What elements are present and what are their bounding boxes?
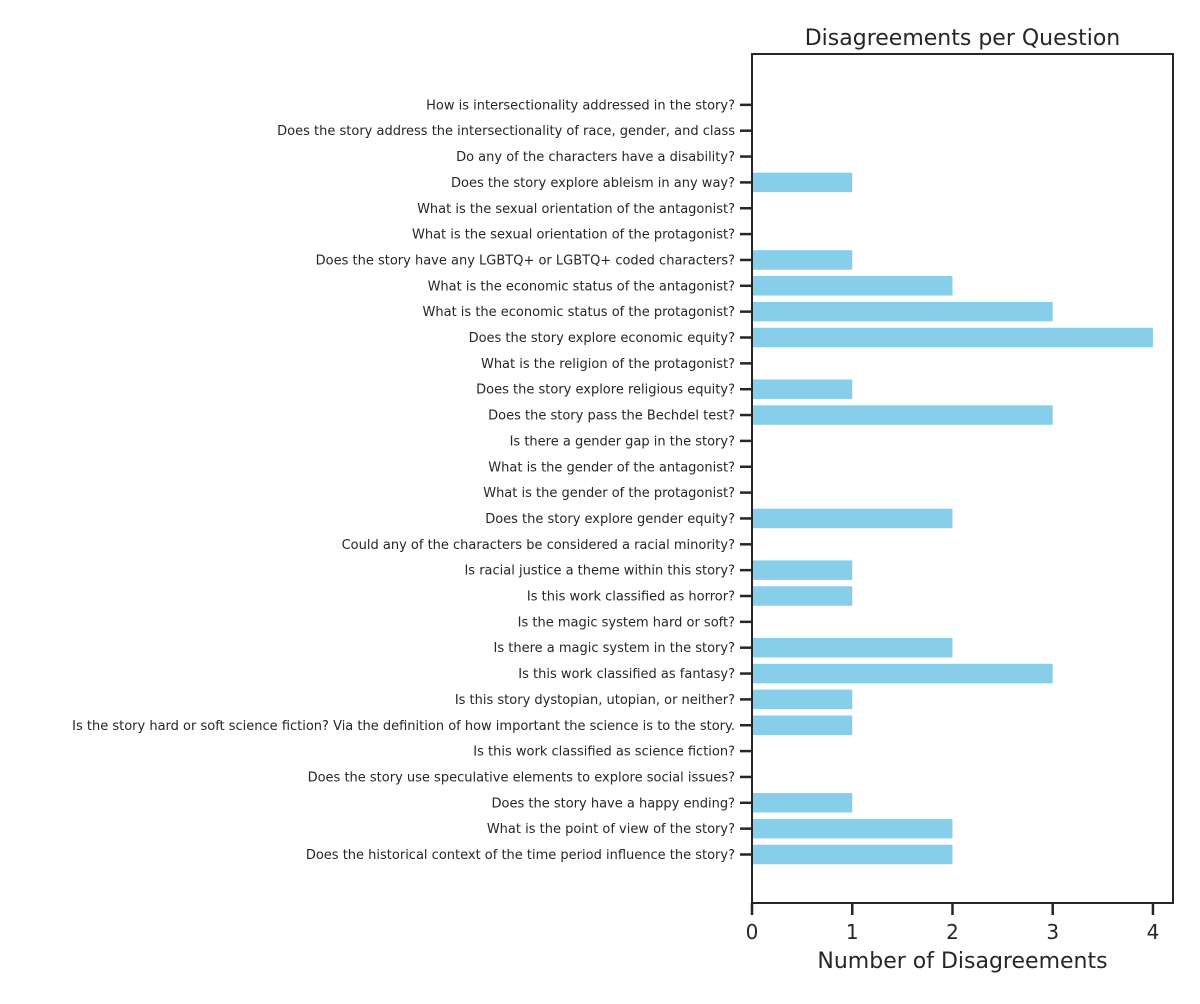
y-tick-label: How is intersectionality addressed in th… [426, 98, 735, 113]
bar [752, 715, 853, 735]
bar [752, 663, 1053, 684]
x-tick-label: 3 [1046, 920, 1059, 944]
plot-frame [751, 53, 1174, 904]
x-axis: 0 1 2 3 4 [746, 903, 1160, 944]
y-tick-label: Does the story address the intersectiona… [277, 124, 735, 139]
bar [752, 844, 953, 865]
bar [752, 327, 1153, 348]
y-tick-label: Is there a gender gap in the story? [510, 434, 735, 449]
y-tick-label: Do any of the characters have a disabili… [456, 150, 735, 165]
bar [752, 508, 953, 529]
x-tick-label: 0 [746, 920, 759, 944]
y-tick-label: Does the story explore economic equity? [469, 331, 735, 346]
y-tick-label: What is the economic status of the antag… [428, 279, 735, 294]
bar [752, 586, 853, 606]
y-tick-label: Is this work classified as horror? [527, 590, 735, 605]
x-tick-label: 2 [946, 920, 959, 944]
y-tick-label: Is the story hard or soft science fictio… [72, 719, 735, 734]
x-axis-label: Number of Disagreements [817, 949, 1107, 974]
bar [752, 793, 853, 813]
y-tick-label: What is the sexual orientation of the an… [417, 202, 735, 217]
y-tick-label: What is the economic status of the prota… [423, 305, 735, 320]
bar [752, 301, 1053, 322]
y-tick-label: Does the story have a happy ending? [492, 796, 735, 811]
bar [752, 172, 853, 193]
y-axis: Does the historical context of the time … [72, 98, 752, 863]
y-tick-label: Does the story explore religious equity? [476, 383, 735, 398]
y-tick-label: Does the story pass the Bechdel test? [488, 409, 735, 424]
chart-title: Disagreements per Question [805, 26, 1121, 51]
bar [752, 405, 1053, 425]
x-tick-label: 1 [846, 920, 859, 944]
bar [752, 250, 853, 270]
y-tick-label: Is this work classified as fantasy? [518, 667, 735, 682]
bar [752, 379, 853, 399]
y-tick-label: Does the historical context of the time … [306, 848, 735, 863]
bar [752, 818, 953, 839]
y-tick-label: Is this work classified as science ficti… [473, 745, 735, 760]
y-tick-label: Is racial justice a theme within this st… [464, 564, 735, 579]
bar [752, 560, 853, 580]
bar [752, 637, 953, 658]
y-tick-label: What is the sexual orientation of the pr… [412, 228, 735, 243]
y-tick-label: What is the religion of the protagonist? [481, 357, 735, 372]
y-tick-label: What is the point of view of the story? [487, 822, 735, 837]
y-tick-label: Does the story explore gender equity? [485, 512, 735, 527]
y-tick-label: Is the magic system hard or soft? [518, 615, 735, 630]
x-tick-label: 4 [1147, 920, 1160, 944]
y-tick-label: What is the gender of the antagonist? [488, 460, 735, 475]
y-tick-label: Does the story have any LGBTQ+ or LGBTQ+… [316, 253, 735, 268]
y-tick-label: Is there a magic system in the story? [494, 641, 735, 656]
y-tick-label: Does the story explore ableism in any wa… [451, 176, 735, 191]
y-tick-label: Is this story dystopian, utopian, or nei… [455, 693, 735, 708]
y-tick-label: Does the story use speculative elements … [308, 770, 735, 785]
y-tick-label: What is the gender of the protagonist? [483, 486, 735, 501]
bar [752, 276, 953, 296]
y-tick-label: Could any of the characters be considere… [342, 538, 735, 553]
bar [752, 689, 853, 710]
bars-layer [752, 172, 1153, 865]
